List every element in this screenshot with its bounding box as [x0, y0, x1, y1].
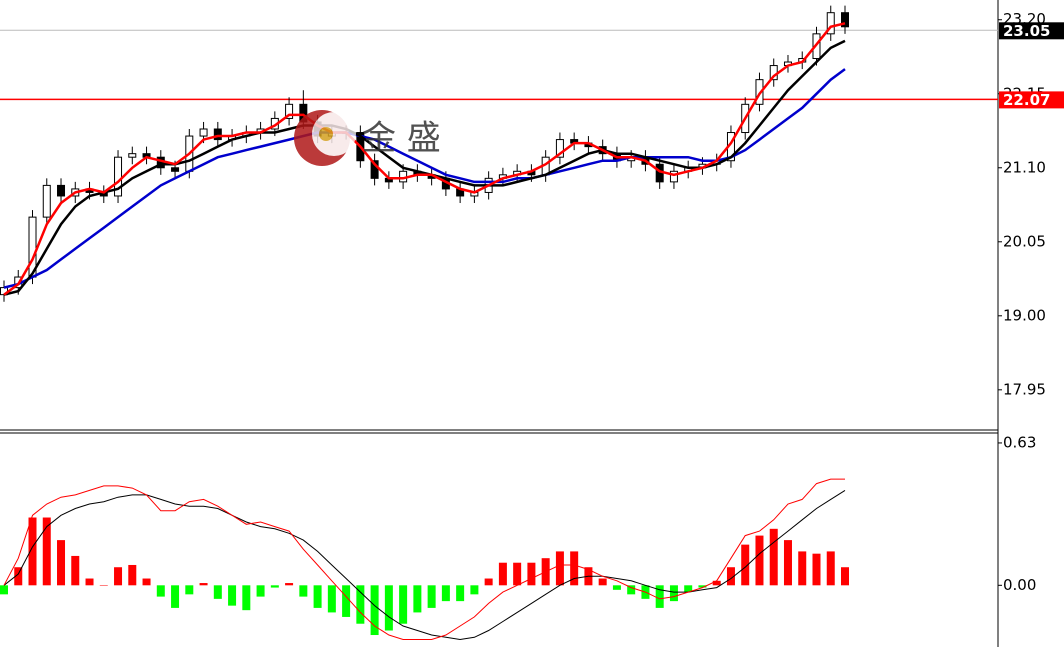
- moving-average: [3, 22, 846, 296]
- candle-body: [42, 184, 51, 218]
- histogram-bar: [841, 567, 849, 586]
- candle-body: [171, 167, 180, 172]
- histogram-bar: [399, 585, 408, 624]
- y-tick-label: 20.05: [1003, 232, 1046, 250]
- histogram-bar: [228, 585, 237, 606]
- candle-body: [199, 128, 208, 137]
- histogram-bar: [598, 578, 607, 586]
- histogram-bar: [441, 585, 450, 602]
- histogram-bar: [99, 585, 108, 586]
- y-tick-label: 19.00: [1003, 306, 1046, 324]
- histogram-bar: [741, 544, 750, 586]
- histogram-bar: [783, 540, 792, 586]
- histogram-bar: [570, 551, 579, 586]
- histogram-bar: [470, 585, 479, 595]
- histogram-bar: [14, 567, 23, 586]
- histogram-bar: [498, 562, 507, 586]
- histogram-bar: [627, 585, 636, 595]
- histogram-bar: [826, 551, 835, 586]
- histogram-bar: [655, 585, 664, 608]
- candle-body: [128, 153, 137, 158]
- y-tick-label: 0.00: [1003, 576, 1036, 594]
- histogram-bar: [28, 517, 37, 586]
- price-box: [999, 22, 1064, 40]
- histogram-bar: [185, 585, 194, 595]
- histogram-bar: [513, 562, 522, 586]
- y-tick-label: 17.95: [1003, 380, 1046, 398]
- candle-body: [285, 103, 294, 119]
- histogram-bar: [313, 585, 322, 608]
- candle-body: [669, 170, 678, 183]
- histogram-bar: [370, 585, 379, 636]
- histogram-bar: [342, 585, 351, 617]
- logo-dot: [319, 127, 333, 141]
- logo-cut: [312, 112, 356, 156]
- histogram-bar: [285, 583, 294, 586]
- histogram-bar: [555, 551, 564, 586]
- histogram-bar: [484, 578, 493, 586]
- candle-body: [213, 128, 222, 141]
- histogram-bar: [812, 553, 821, 586]
- y-tick-label: 0.63: [1003, 433, 1036, 451]
- watermark-text: 金 盛: [362, 119, 441, 159]
- macd-line: [3, 478, 845, 640]
- y-tick-label: 21.10: [1003, 158, 1046, 176]
- plot-layer: [0, 5, 998, 641]
- histogram-bar: [57, 540, 66, 586]
- histogram-bar: [270, 585, 279, 588]
- histogram-bar: [698, 585, 707, 588]
- histogram-bar: [612, 585, 621, 590]
- histogram-bar: [413, 585, 422, 613]
- price-box: [999, 91, 1064, 109]
- histogram-bar: [527, 562, 536, 586]
- histogram-bar: [114, 567, 123, 586]
- histogram-bar: [199, 583, 208, 586]
- candle-body: [826, 12, 835, 35]
- candle-body: [57, 184, 66, 197]
- candle-body: [114, 156, 123, 197]
- histogram-bar: [669, 585, 678, 602]
- price-label: 22.07: [1003, 91, 1050, 109]
- histogram-bar: [427, 585, 436, 608]
- histogram-bar: [456, 585, 465, 602]
- price-label: 23.05: [1003, 22, 1050, 40]
- histogram-bar: [384, 585, 393, 631]
- histogram-bar: [712, 580, 721, 586]
- candle-body: [555, 139, 564, 158]
- histogram-bar: [769, 528, 778, 586]
- histogram-bar: [256, 585, 265, 597]
- histogram-bar: [726, 567, 735, 586]
- watermark: 金 盛: [294, 110, 441, 166]
- histogram-bar: [213, 585, 222, 599]
- histogram-bar: [128, 564, 137, 586]
- histogram-bar: [171, 585, 180, 608]
- histogram-bar: [142, 578, 151, 586]
- moving-average: [3, 68, 846, 289]
- histogram-bar: [42, 517, 51, 586]
- histogram-bar: [156, 585, 165, 597]
- histogram-bar: [356, 585, 365, 624]
- histogram-bar: [327, 585, 336, 613]
- histogram-bar: [684, 585, 693, 593]
- histogram-bar: [242, 585, 251, 611]
- histogram-bar: [71, 555, 80, 586]
- histogram-bar: [798, 551, 807, 586]
- histogram-bar: [755, 535, 764, 586]
- histogram-bar: [0, 585, 8, 595]
- macd-line: [3, 489, 846, 641]
- candle-body: [370, 160, 379, 179]
- moving-average: [3, 39, 846, 296]
- histogram-bar: [85, 578, 94, 586]
- histogram-bar: [299, 585, 308, 597]
- candle-body: [841, 12, 849, 28]
